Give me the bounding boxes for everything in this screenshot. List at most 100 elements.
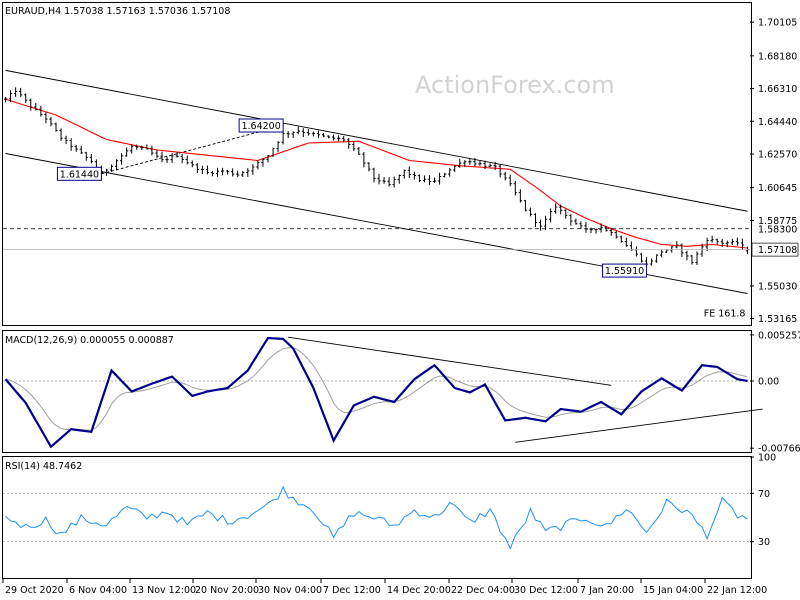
price-bar xyxy=(185,155,189,165)
price-bar xyxy=(125,147,129,157)
rsi-header: RSI(14) 48.7462 xyxy=(5,461,82,472)
price-bar xyxy=(655,254,659,263)
price-bar xyxy=(407,166,411,179)
price-bar xyxy=(276,141,280,153)
price-panel: ActionForex.com EURAUD,H4 1.57038 1.5716… xyxy=(2,2,799,326)
price-bar xyxy=(705,237,709,251)
price-bar xyxy=(503,171,507,181)
price-bar xyxy=(594,228,598,234)
price-axis-label-1: 1.68180 xyxy=(758,51,797,62)
price-bar xyxy=(695,251,699,265)
price-bar xyxy=(49,116,53,127)
rsi-panel-frame xyxy=(2,456,752,579)
time-axis-label-6: 14 Dec 20:00 xyxy=(387,585,451,596)
price-bar xyxy=(59,128,63,141)
price-bar xyxy=(437,172,442,185)
price-header: EURAUD,H4 1.57038 1.57163 1.57036 1.5710… xyxy=(5,6,230,17)
time-axis-label-9: 7 Jan 20:00 xyxy=(580,585,634,596)
watermark: ActionForex.com xyxy=(415,71,615,99)
price-bar xyxy=(614,230,618,239)
projection-dashed-line xyxy=(101,125,284,175)
price-axis-label-8: 1.53165 xyxy=(758,314,797,325)
level-label-box-1.58300 xyxy=(752,222,798,236)
level-label-1.57108: 1.57108 xyxy=(758,245,797,256)
price-bar xyxy=(599,223,603,233)
price-axis-label-7: 1.55030 xyxy=(758,281,797,292)
price-bar xyxy=(448,167,452,177)
time-axis-label-1: 6 Nov 04:00 xyxy=(69,585,127,596)
price-axis-label-6: 1.58775 xyxy=(758,216,797,227)
rsi-axis-label-0: 100 xyxy=(758,453,776,464)
price-bar xyxy=(114,159,119,171)
price-bar xyxy=(412,171,416,180)
moving-average-line xyxy=(5,98,748,249)
price-bar xyxy=(79,145,83,154)
price-bar xyxy=(538,219,543,231)
price-bar xyxy=(357,147,361,156)
macd-axis-label-0: 0.005257 xyxy=(758,330,800,341)
price-bar xyxy=(352,141,356,152)
price-bar xyxy=(215,167,220,177)
price-bar xyxy=(145,144,149,150)
price-bar xyxy=(533,213,538,228)
price-bar xyxy=(660,249,664,258)
price-bar xyxy=(231,168,235,177)
annotation-label-1.55910: 1.55910 xyxy=(605,266,644,277)
price-bar xyxy=(160,151,164,163)
price-bar xyxy=(382,177,386,184)
price-bar xyxy=(251,164,255,175)
macd-trendline-0 xyxy=(288,336,612,386)
price-bar xyxy=(725,240,729,248)
price-bar xyxy=(468,158,472,165)
price-panel-frame xyxy=(2,2,752,326)
price-bar xyxy=(453,165,457,172)
price-bar xyxy=(675,241,679,249)
price-bar xyxy=(735,237,739,246)
price-axis-label-4: 1.62570 xyxy=(758,150,797,161)
price-bar xyxy=(271,147,275,157)
price-bar xyxy=(417,174,422,183)
price-axis-label-3: 1.64440 xyxy=(758,117,797,128)
annotation-box-1.55910 xyxy=(602,263,648,278)
price-bar xyxy=(579,221,583,229)
channel-upper-line xyxy=(5,69,748,212)
price-bar xyxy=(29,98,33,111)
price-bar xyxy=(624,237,628,247)
price-bar xyxy=(458,158,462,168)
price-bar xyxy=(170,153,174,163)
price-bar xyxy=(321,133,326,138)
price-bar xyxy=(387,177,391,187)
time-axis-label-11: 22 Jan 12:00 xyxy=(707,585,767,596)
level-label-1.58300: 1.58300 xyxy=(758,224,797,235)
level-label-box-1.57108 xyxy=(751,242,799,257)
price-bar xyxy=(64,135,68,145)
price-bar xyxy=(528,207,533,217)
price-bar xyxy=(165,156,169,163)
price-bar xyxy=(740,238,745,250)
price-bar xyxy=(256,160,260,170)
price-bar xyxy=(261,158,265,167)
price-bar xyxy=(549,208,553,223)
annotation-box-1.61440 xyxy=(56,166,102,181)
price-bar xyxy=(54,122,58,132)
price-bar xyxy=(498,164,502,178)
price-bar xyxy=(730,238,734,245)
price-bar xyxy=(680,243,684,257)
time-axis-label-7: 22 Dec 04:00 xyxy=(451,585,515,596)
rsi-panel: RSI(14) 48.7462 100 70 30 xyxy=(2,453,776,579)
macd-axis-label-1: 0.00 xyxy=(758,376,779,387)
price-bar xyxy=(195,162,199,173)
rsi-line xyxy=(5,485,748,550)
price-axis-label-5: 1.60645 xyxy=(758,183,797,194)
price-bar xyxy=(559,204,563,215)
price-bar xyxy=(19,87,23,97)
price-bar xyxy=(543,215,548,231)
price-bar xyxy=(649,258,654,266)
price-bar xyxy=(155,149,159,158)
price-bar xyxy=(281,130,285,145)
price-bar xyxy=(296,126,300,135)
macd-header: MACD(12,26,9) 0.000055 0.000887 xyxy=(5,335,174,346)
rsi-axis-label-1: 70 xyxy=(758,489,770,500)
price-bar xyxy=(639,252,644,263)
